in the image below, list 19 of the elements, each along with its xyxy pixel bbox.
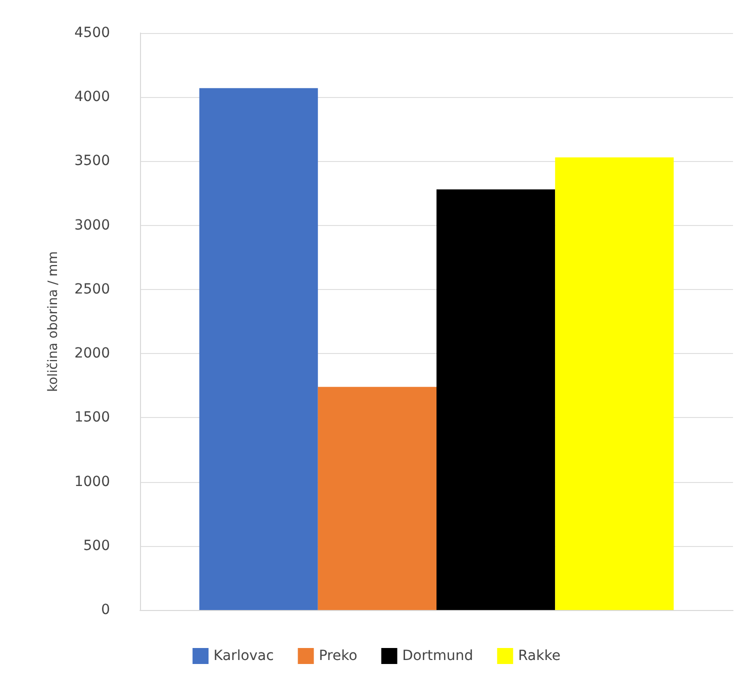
y-tick-label: 4500 <box>74 25 110 41</box>
y-tick-label: 1000 <box>74 474 110 490</box>
y-tick-label: 2000 <box>74 346 110 362</box>
y-tick-label: 3000 <box>74 217 110 234</box>
legend-label: Karlovac <box>214 648 274 664</box>
y-tick-label: 2500 <box>74 281 110 298</box>
y-tick-label: 0 <box>101 602 110 618</box>
y-tick-label: 500 <box>83 538 110 554</box>
y-axis-title: količina oborina / mm <box>46 251 61 392</box>
legend-label: Preko <box>318 648 358 664</box>
bar <box>555 157 674 610</box>
legend-label: Dortmund <box>402 648 474 664</box>
y-tick-label: 4000 <box>74 89 110 106</box>
legend-label: Rakke <box>518 648 560 664</box>
bar <box>436 189 556 610</box>
bar <box>199 88 318 610</box>
y-tick-label: 3500 <box>74 153 110 170</box>
y-tick-label: 1500 <box>74 410 110 426</box>
bar <box>318 386 436 610</box>
